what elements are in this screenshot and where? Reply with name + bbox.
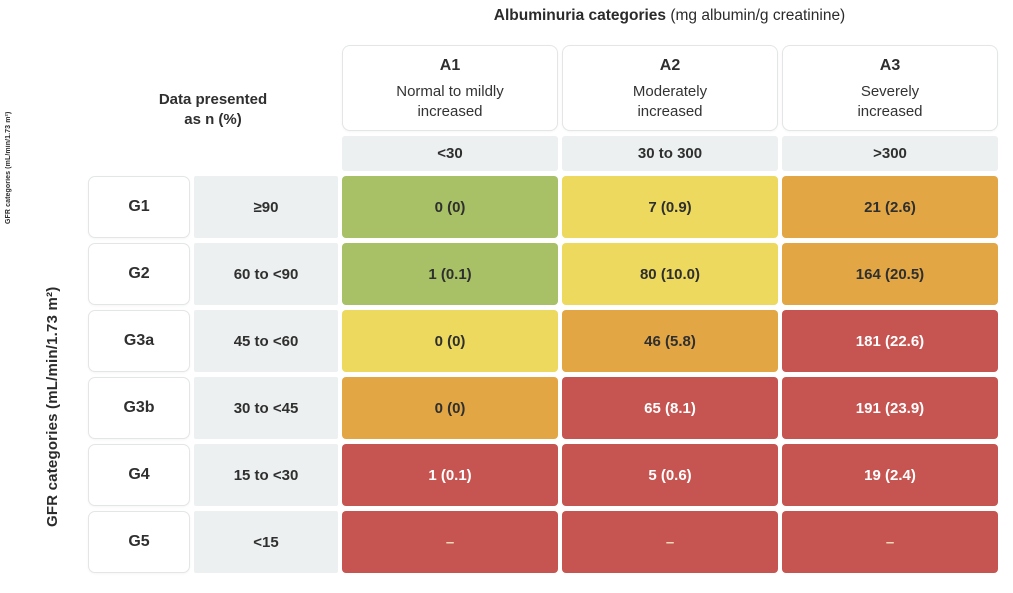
row-label-g3a: G3a — [88, 310, 190, 372]
heatmap-cell-g1-a2: 7 (0.9) — [562, 176, 778, 238]
heatmap-cell-g4-a3: 19 (2.4) — [782, 444, 998, 506]
row-label-g3b: G3b — [88, 377, 190, 439]
column-code-a3: A3 — [879, 57, 901, 74]
row-range-g5: <15 — [194, 511, 338, 573]
heatmap-cell-g3b-a2: 65 (8.1) — [562, 377, 778, 439]
heatmap-cell-g3a-a1: 0 (0) — [342, 310, 558, 372]
row-label-g1: G1 — [88, 176, 190, 238]
column-code-a2: A2 — [659, 57, 681, 74]
heatmap-cell-g5-a1: – — [342, 511, 558, 573]
heatmap-cell-g3a-a2: 46 (5.8) — [562, 310, 778, 372]
row-label-g5: G5 — [88, 511, 190, 573]
heatmap-cell-g3b-a3: 191 (23.9) — [782, 377, 998, 439]
heatmap-grid: Data presented as n (%) A1 Normal to mil… — [88, 45, 998, 573]
heatmap-cell-g3a-a3: 181 (22.6) — [782, 310, 998, 372]
column-desc-a3: Severely increased — [857, 83, 923, 120]
row-range-g3a: 45 to <60 — [194, 310, 338, 372]
column-header-a3: A3 Severely increased — [782, 45, 998, 131]
gfr-axis-label: GFR categories (mL/min/1.73 m²) — [44, 286, 61, 528]
column-code-a1: A1 — [439, 57, 461, 74]
heatmap-cell-g4-a2: 5 (0.6) — [562, 444, 778, 506]
column-desc-a2: Moderately increased — [632, 83, 708, 120]
data-presented-note: Data presented as n (%) — [88, 45, 338, 131]
albuminuria-categories-title: Albuminuria categories (mg albumin/g cre… — [341, 7, 998, 25]
column-header-a1: A1 Normal to mildly increased — [342, 45, 558, 131]
data-presented-line2: as n (%) — [184, 111, 242, 128]
heatmap-cell-g2-a1: 1 (0.1) — [342, 243, 558, 305]
column-range-a3: >300 — [782, 136, 998, 171]
heatmap-cell-g5-a2: – — [562, 511, 778, 573]
column-header-a2: A2 Moderately increased — [562, 45, 778, 131]
heatmap-cell-g4-a1: 1 (0.1) — [342, 444, 558, 506]
heatmap-cell-g2-a2: 80 (10.0) — [562, 243, 778, 305]
row-label-g2: G2 — [88, 243, 190, 305]
row-range-g3b: 30 to <45 — [194, 377, 338, 439]
albuminuria-title-bold: Albuminuria categories — [493, 7, 667, 24]
spacer — [88, 136, 190, 171]
row-range-g2: 60 to <90 — [194, 243, 338, 305]
data-presented-line1: Data presented — [158, 91, 268, 108]
gfr-axis-label-small: GFR categories (mL/min/1.73 m²) — [5, 111, 12, 225]
row-range-g4: 15 to <30 — [194, 444, 338, 506]
heatmap-cell-g1-a1: 0 (0) — [342, 176, 558, 238]
spacer — [194, 136, 338, 171]
heatmap-cell-g5-a3: – — [782, 511, 998, 573]
column-desc-a1: Normal to mildly increased — [396, 83, 504, 120]
column-range-a1: <30 — [342, 136, 558, 171]
row-label-g4: G4 — [88, 444, 190, 506]
heatmap-cell-g2-a3: 164 (20.5) — [782, 243, 998, 305]
albuminuria-title-units: (mg albumin/g creatinine) — [666, 7, 846, 24]
heatmap-cell-g3b-a1: 0 (0) — [342, 377, 558, 439]
row-range-g1: ≥90 — [194, 176, 338, 238]
heatmap-cell-g1-a3: 21 (2.6) — [782, 176, 998, 238]
column-range-a2: 30 to 300 — [562, 136, 778, 171]
